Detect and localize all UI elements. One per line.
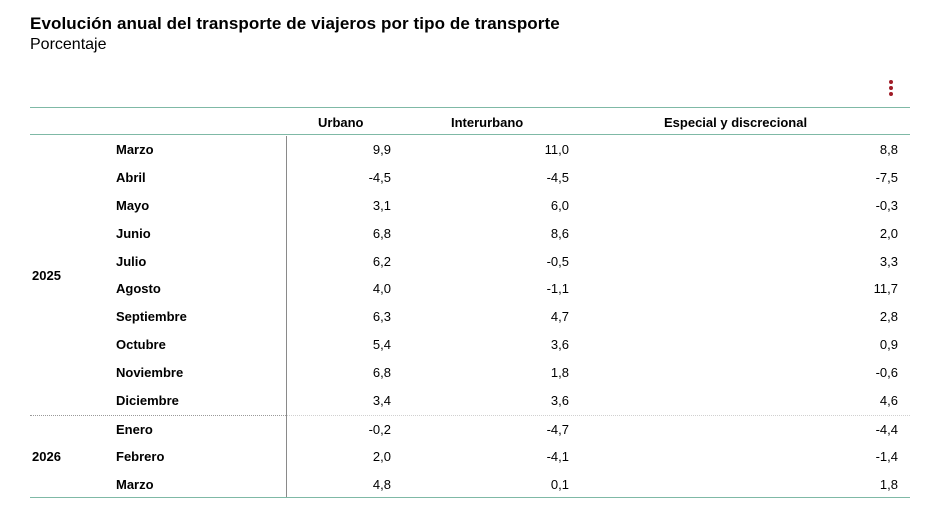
row-month-label: Diciembre [116,393,179,408]
value-cell: 2,0 [372,449,391,464]
table-row: Junio 6,8 8,6 2,0 [0,220,950,248]
kebab-menu-icon[interactable] [886,80,896,100]
table-row: Mayo 3,1 6,0 -0,3 [0,192,950,220]
table-bottom-rule [30,497,910,498]
value-cell: -0,3 [875,198,898,213]
table-row: Febrero 2,0 -4,1 -1,4 [0,443,950,471]
table-row: Marzo 4,8 0,1 1,8 [0,471,950,499]
column-header-interurbano: Interurbano [451,115,524,130]
row-month-label: Noviembre [116,365,184,380]
value-cell: -0,6 [875,365,898,380]
value-cell: -1,1 [546,281,569,296]
value-cell: 6,0 [550,198,569,213]
value-cell: -4,4 [875,422,898,437]
value-cell: 2,0 [879,226,898,241]
value-cell: 2,8 [879,309,898,324]
value-cell: 4,6 [879,393,898,408]
value-cell: -4,1 [546,449,569,464]
table-row: Marzo 9,9 11,0 8,8 [0,136,950,164]
value-cell: -4,7 [546,422,569,437]
row-month-label: Marzo [116,142,154,157]
value-cell: -4,5 [546,170,569,185]
value-cell: 8,8 [879,142,898,157]
table-row: Enero -0,2 -4,7 -4,4 [0,416,950,444]
value-cell: 0,9 [879,337,898,352]
menu-dot [889,80,893,84]
column-header-urbano: Urbano [318,115,364,130]
table-row: Noviembre 6,8 1,8 -0,6 [0,359,950,387]
value-cell: 0,1 [550,477,569,492]
value-cell: 3,4 [372,393,391,408]
value-cell: 6,2 [372,254,391,269]
year-separator-values [287,415,910,416]
row-month-label: Abril [116,170,146,185]
value-cell: 9,9 [372,142,391,157]
value-cell: 1,8 [550,365,569,380]
value-cell: 11,7 [873,281,898,296]
value-cell: 3,6 [550,393,569,408]
table-row: Diciembre 3,4 3,6 4,6 [0,387,950,415]
column-header-especial: Especial y discrecional [664,115,808,130]
value-cell: 11,0 [544,142,569,157]
table-row: Julio 6,2 -0,5 3,3 [0,248,950,276]
row-month-label: Mayo [116,198,150,213]
value-cell: 6,8 [372,365,391,380]
value-cell: -1,4 [875,449,898,464]
value-cell: 3,1 [372,198,391,213]
row-month-label: Marzo [116,477,154,492]
table-row: Abril -4,5 -4,5 -7,5 [0,164,950,192]
row-month-label: Febrero [116,449,165,464]
value-cell: 4,7 [550,309,569,324]
value-cell: 6,8 [372,226,391,241]
value-cell: -4,5 [368,170,391,185]
row-month-label: Junio [116,226,151,241]
value-cell: 4,8 [372,477,391,492]
value-cell: 3,3 [879,254,898,269]
chart-subtitle: Porcentaje [30,36,107,53]
row-month-label: Octubre [116,337,166,352]
row-month-label: Enero [116,422,153,437]
table-row: Septiembre 6,3 4,7 2,8 [0,303,950,331]
label-divider [286,136,287,497]
value-cell: 1,8 [879,477,898,492]
year-label: 2026 [32,449,61,464]
table-row: Octubre 5,4 3,6 0,9 [0,331,950,359]
row-month-label: Septiembre [116,309,187,324]
year-separator [30,415,286,416]
value-cell: 6,3 [372,309,391,324]
row-month-label: Julio [116,254,147,269]
table-row: Agosto 4,0 -1,1 11,7 [0,275,950,303]
value-cell: -7,5 [875,170,898,185]
chart-title: Evolución anual del transporte de viajer… [30,14,560,33]
year-label: 2025 [32,268,61,283]
menu-dot [889,86,893,90]
value-cell: -0,2 [368,422,391,437]
value-cell: 3,6 [550,337,569,352]
value-cell: 5,4 [372,337,391,352]
table-top-rule [30,107,910,108]
value-cell: 4,0 [372,281,391,296]
menu-dot [889,92,893,96]
value-cell: 8,6 [550,226,569,241]
header-rule [30,134,910,135]
value-cell: -0,5 [546,254,569,269]
row-month-label: Agosto [116,281,161,296]
